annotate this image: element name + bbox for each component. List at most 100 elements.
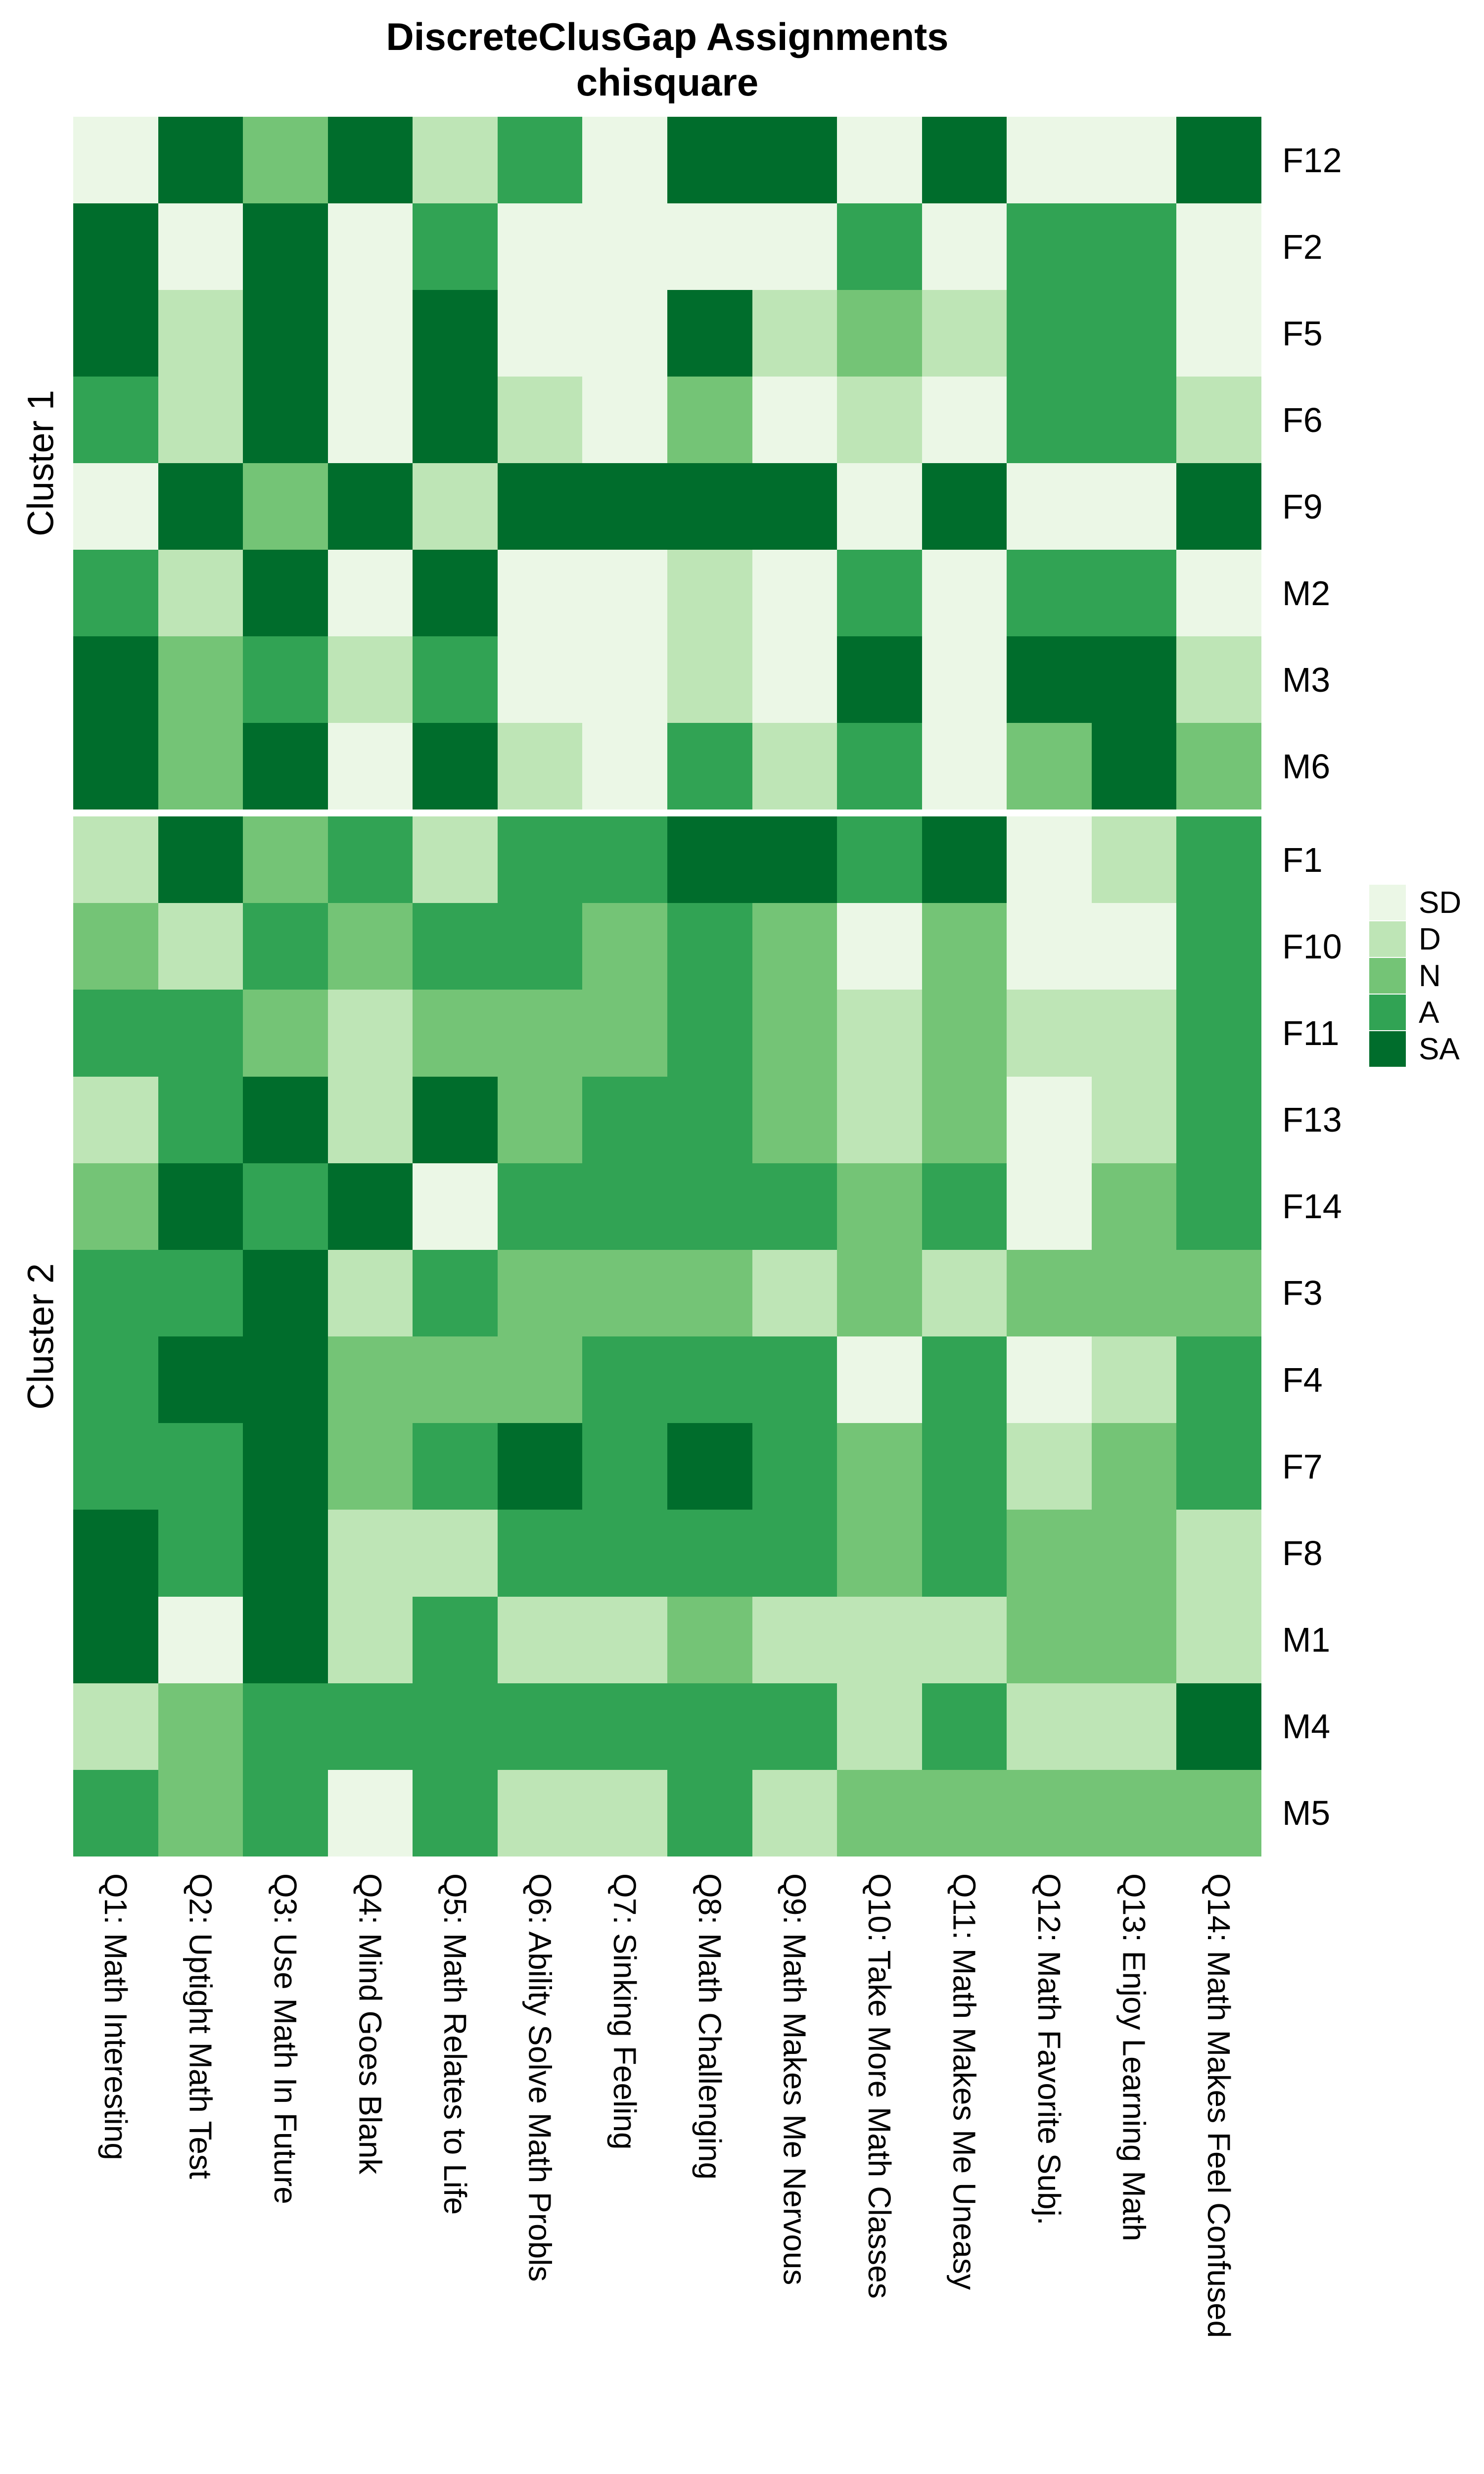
heatmap-cell: [752, 723, 837, 809]
heatmap-cell: [1091, 1596, 1177, 1683]
heatmap-cell: [413, 550, 498, 636]
heatmap-cell: [73, 1510, 158, 1597]
heatmap-cell: [667, 816, 752, 904]
row-label: M4: [1282, 1707, 1331, 1746]
heatmap-cell: [73, 1163, 158, 1250]
heatmap-cell: [327, 723, 413, 809]
heatmap-cell: [582, 1769, 667, 1856]
heatmap-cell: [327, 117, 413, 203]
heatmap-cell: [497, 117, 583, 203]
column-label: Q9: Math Makes Me Nervous: [777, 1873, 813, 2285]
heatmap-cell: [497, 816, 583, 904]
heatmap-cell: [922, 463, 1007, 550]
row-label: F13: [1282, 1100, 1342, 1140]
heatmap-cell: [243, 1336, 328, 1424]
heatmap-cell: [667, 203, 752, 290]
heatmap-cell: [837, 377, 922, 463]
heatmap-cell: [837, 550, 922, 636]
heatmap-cell: [243, 990, 328, 1077]
legend-swatch-sd: [1369, 885, 1406, 920]
heatmap-cell: [158, 1249, 243, 1336]
heatmap-cell: [158, 723, 243, 809]
heatmap-cell: [413, 816, 498, 904]
heatmap-cell: [73, 1769, 158, 1856]
row-label: F2: [1282, 227, 1323, 266]
heatmap-cell: [73, 636, 158, 723]
heatmap-cell: [413, 1336, 498, 1424]
heatmap-cell: [1091, 1076, 1177, 1163]
heatmap-cell: [752, 550, 837, 636]
heatmap-cell: [243, 903, 328, 990]
heatmap-grid-cluster-1: [73, 117, 1261, 809]
heatmap-cell: [413, 723, 498, 809]
heatmap-cell: [837, 1683, 922, 1770]
heatmap-cell: [243, 117, 328, 203]
heatmap-cell: [667, 377, 752, 463]
legend-entry: SD: [1369, 885, 1461, 920]
heatmap-cell: [243, 723, 328, 809]
heatmap-cell: [1091, 816, 1177, 904]
row-label: F5: [1282, 314, 1323, 353]
heatmap-cell: [327, 1249, 413, 1336]
heatmap-cell: [667, 1510, 752, 1597]
heatmap-cell: [922, 636, 1007, 723]
heatmap-cell: [1176, 636, 1261, 723]
heatmap-cell: [497, 1683, 583, 1770]
heatmap-cell: [413, 990, 498, 1077]
heatmap-cell: [413, 1510, 498, 1597]
heatmap-cell: [243, 1163, 328, 1250]
heatmap-cell: [243, 1076, 328, 1163]
heatmap-cell: [922, 1423, 1007, 1510]
heatmap-cell: [752, 816, 837, 904]
heatmap-cell: [497, 990, 583, 1077]
heatmap-cell: [158, 1423, 243, 1510]
heatmap-cell: [1091, 117, 1177, 203]
heatmap-cell: [922, 377, 1007, 463]
heatmap-cell: [1007, 1076, 1092, 1163]
row-label: F11: [1282, 1013, 1340, 1052]
heatmap-cell: [243, 290, 328, 377]
heatmap-cell: [158, 377, 243, 463]
heatmap-cell: [73, 290, 158, 377]
row-label: F6: [1282, 400, 1323, 439]
heatmap-cell: [243, 203, 328, 290]
heatmap-cell: [1091, 203, 1177, 290]
heatmap-cell: [413, 117, 498, 203]
legend-label: SD: [1419, 885, 1462, 920]
heatmap-cell: [1176, 203, 1261, 290]
legend-swatch-sa: [1369, 1031, 1406, 1067]
heatmap-cell: [837, 1249, 922, 1336]
heatmap-cell: [497, 550, 583, 636]
heatmap-cell: [752, 1423, 837, 1510]
heatmap-cell: [1007, 1510, 1092, 1597]
heatmap-cell: [73, 1423, 158, 1510]
heatmap-cell: [752, 1683, 837, 1770]
heatmap-cell: [413, 1249, 498, 1336]
heatmap-cell: [837, 990, 922, 1077]
heatmap-cell: [497, 1249, 583, 1336]
heatmap-cell: [922, 203, 1007, 290]
heatmap-cell: [1007, 990, 1092, 1077]
heatmap-cell: [582, 1249, 667, 1336]
heatmap-cell: [1176, 117, 1261, 203]
heatmap-cell: [243, 1249, 328, 1336]
heatmap-cell: [243, 1510, 328, 1597]
column-label: Q5: Math Relates to Life: [437, 1873, 473, 2215]
heatmap-cell: [752, 377, 837, 463]
heatmap-cell: [922, 723, 1007, 809]
heatmap-cell: [327, 1076, 413, 1163]
heatmap-cell: [413, 636, 498, 723]
heatmap-cell: [1007, 1769, 1092, 1856]
heatmap-cell: [158, 117, 243, 203]
heatmap-cell: [922, 290, 1007, 377]
heatmap-cell: [667, 990, 752, 1077]
heatmap-cell: [752, 1163, 837, 1250]
heatmap-cell: [1176, 990, 1261, 1077]
legend-label: SA: [1419, 1032, 1460, 1066]
heatmap-cell: [327, 203, 413, 290]
legend-entry: N: [1369, 958, 1461, 994]
column-label: Q7: Sinking Feeling: [607, 1873, 643, 2150]
heatmap-cell: [73, 550, 158, 636]
heatmap-cell: [413, 203, 498, 290]
heatmap-cell: [667, 1336, 752, 1424]
